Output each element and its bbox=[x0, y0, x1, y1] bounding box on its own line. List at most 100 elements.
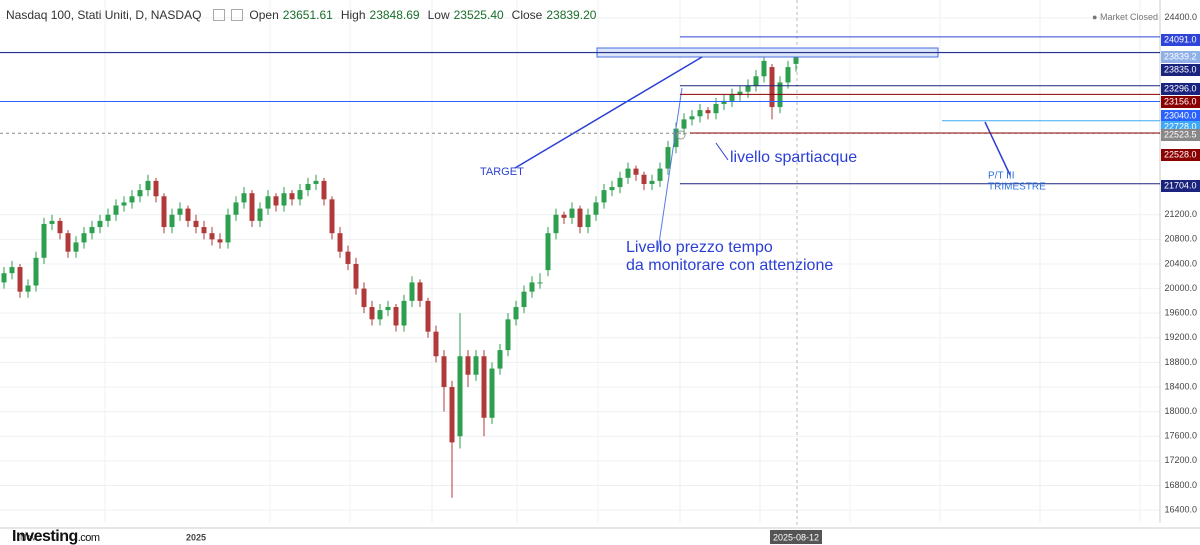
candle-body bbox=[297, 190, 303, 200]
ohlc-value: 23651.61 bbox=[282, 8, 333, 22]
candle-body bbox=[761, 60, 767, 77]
candle-body bbox=[329, 199, 335, 234]
ohlc-key: Close bbox=[511, 8, 543, 22]
candle-body bbox=[633, 168, 639, 175]
candle-body bbox=[145, 180, 151, 191]
candle-body bbox=[97, 220, 103, 228]
candle-body bbox=[745, 85, 751, 92]
candle-body bbox=[705, 110, 711, 114]
candle-body bbox=[393, 307, 399, 326]
price-label-box bbox=[1161, 149, 1200, 161]
candle-body bbox=[209, 233, 215, 240]
candle-body bbox=[249, 193, 255, 221]
candle-body bbox=[225, 214, 231, 243]
y-tick-label: 20800.0 bbox=[1164, 234, 1197, 244]
candle-body bbox=[593, 202, 599, 215]
candle-body bbox=[441, 356, 447, 388]
brand: Investing bbox=[12, 528, 78, 545]
trend-line bbox=[984, 121, 1011, 176]
candle-body bbox=[177, 208, 183, 215]
ohlc-key: Open bbox=[249, 8, 279, 22]
candle-body bbox=[785, 67, 791, 83]
y-tick-label: 16400.0 bbox=[1164, 504, 1197, 514]
y-tick-label: 17200.0 bbox=[1164, 455, 1197, 465]
candle-body bbox=[769, 67, 775, 108]
trend-line bbox=[514, 56, 703, 169]
annotation: TARGET bbox=[480, 166, 524, 178]
y-tick-label: 20400.0 bbox=[1164, 258, 1197, 268]
candle-body bbox=[281, 193, 287, 206]
candle-body bbox=[505, 319, 511, 351]
header: Nasdaq 100, Stati Uniti, D, NASDAQ Open 2… bbox=[6, 8, 600, 22]
candle-body bbox=[81, 233, 87, 243]
candle-body bbox=[793, 52, 799, 64]
candle-body bbox=[161, 196, 167, 228]
logo: Investing.com bbox=[12, 528, 100, 545]
price-label-box bbox=[1161, 180, 1200, 192]
candle-body bbox=[449, 387, 455, 443]
annotation: livello spartiacque bbox=[730, 149, 857, 166]
price-label: 21704.0 bbox=[1164, 180, 1197, 190]
price-label: 23040.0 bbox=[1164, 110, 1197, 120]
x-tick-label: 2025-08-12 bbox=[773, 532, 819, 542]
status: Market Closed bbox=[1099, 12, 1158, 22]
candle-body bbox=[241, 193, 247, 203]
symbol: Nasdaq 100, Stati Uniti, D, NASDAQ bbox=[6, 8, 202, 22]
y-tick-label: 19600.0 bbox=[1164, 308, 1197, 318]
candle-body bbox=[585, 214, 591, 228]
candle-body bbox=[129, 196, 135, 203]
candle-body bbox=[9, 267, 15, 274]
price-label-box bbox=[1161, 96, 1200, 108]
price-label-box bbox=[1161, 129, 1200, 141]
candle-body bbox=[377, 310, 383, 320]
candle-body bbox=[433, 331, 439, 357]
candle-body bbox=[529, 282, 535, 292]
icon[interactable] bbox=[231, 9, 244, 21]
candle-body bbox=[1, 273, 7, 283]
ohlc-value: 23839.20 bbox=[546, 8, 597, 22]
candle-body bbox=[737, 91, 743, 95]
candle-body bbox=[41, 223, 47, 258]
x-tick-label: 2025 bbox=[186, 532, 206, 542]
candle-body bbox=[673, 128, 679, 148]
candle-body bbox=[49, 220, 55, 224]
ohlc-value: 23525.40 bbox=[453, 8, 504, 22]
candle-body bbox=[545, 233, 551, 271]
trend-line bbox=[715, 142, 729, 161]
candle-body bbox=[641, 174, 647, 184]
price-label: 24091.0 bbox=[1164, 34, 1197, 44]
price-label: 23296.0 bbox=[1164, 83, 1197, 93]
candle-body bbox=[489, 368, 495, 418]
candle-body bbox=[273, 196, 279, 206]
ohlc-key: Low bbox=[427, 8, 450, 22]
trend-line bbox=[657, 87, 683, 251]
price-label-box bbox=[1161, 34, 1200, 46]
candle-body bbox=[361, 288, 367, 308]
candle-body bbox=[561, 214, 567, 218]
candle-body bbox=[185, 208, 191, 221]
y-tick-label: 21200.0 bbox=[1164, 209, 1197, 219]
candle-body bbox=[289, 193, 295, 200]
candle-body bbox=[609, 187, 615, 191]
candle-body bbox=[473, 356, 479, 375]
price-label: 22728.0 bbox=[1164, 121, 1197, 131]
candle-body bbox=[417, 282, 423, 301]
y-tick-label: 17600.0 bbox=[1164, 431, 1197, 441]
candle-body bbox=[217, 239, 223, 243]
candle-body bbox=[425, 300, 431, 332]
candle-body bbox=[369, 307, 375, 320]
candle-body bbox=[617, 177, 623, 188]
price-label-box bbox=[1161, 51, 1200, 63]
price-label: 22523.5 bbox=[1164, 129, 1197, 139]
y-tick-label: 20000.0 bbox=[1164, 283, 1197, 293]
price-label: 22528.0 bbox=[1164, 149, 1197, 159]
candle-body bbox=[689, 116, 695, 120]
icon[interactable] bbox=[213, 9, 226, 21]
candle-body bbox=[265, 196, 271, 209]
candle-body bbox=[89, 227, 95, 234]
candle-body bbox=[513, 307, 519, 320]
candle-body bbox=[305, 183, 311, 191]
candle-body bbox=[697, 110, 703, 117]
annotation: P/T III bbox=[988, 171, 1015, 182]
annotation: Livello prezzo tempo bbox=[626, 239, 773, 256]
